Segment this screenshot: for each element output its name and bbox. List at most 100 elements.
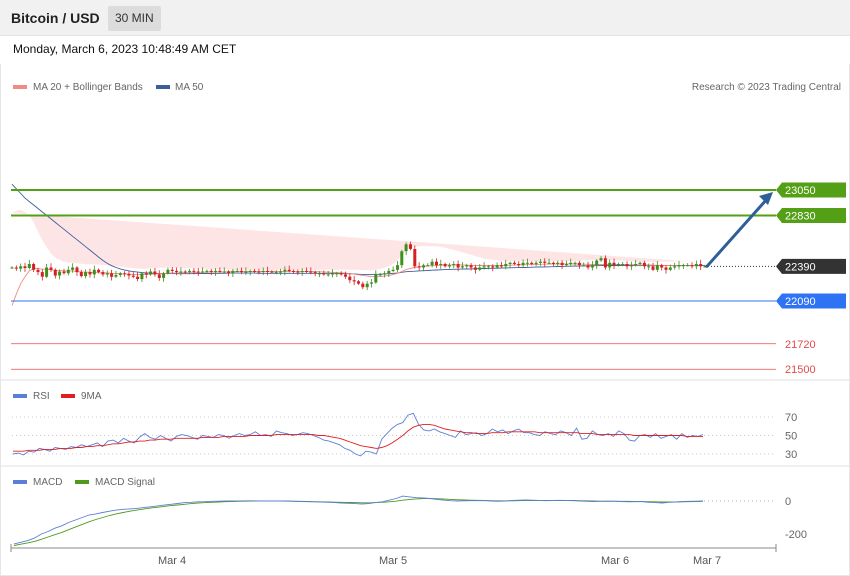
candle-body bbox=[543, 261, 547, 263]
candle-body bbox=[240, 270, 243, 273]
candle-body bbox=[525, 262, 529, 264]
candle-body bbox=[296, 271, 300, 273]
header-bar: Bitcoin / USD 30 MIN bbox=[0, 0, 850, 36]
x-tick-label: Mar 4 bbox=[158, 555, 186, 567]
candle-body bbox=[391, 269, 395, 271]
candle-body bbox=[599, 258, 603, 261]
candle-body bbox=[19, 266, 23, 269]
x-tick-label: Mar 7 bbox=[693, 555, 721, 567]
candle-body bbox=[244, 271, 248, 273]
level-label: 21720 bbox=[785, 339, 816, 351]
candle-body bbox=[499, 265, 503, 267]
forecast-arrow-head bbox=[759, 192, 773, 205]
candle-body bbox=[344, 274, 347, 277]
candle-body bbox=[66, 269, 70, 274]
rsi-ma-legend-label: 9MA bbox=[81, 391, 102, 402]
level-tag bbox=[776, 207, 846, 223]
candle-body bbox=[673, 266, 677, 268]
candle-body bbox=[426, 265, 430, 267]
candle-body bbox=[227, 271, 231, 274]
candle-body bbox=[435, 261, 438, 266]
candle-body bbox=[378, 274, 382, 276]
candle-body bbox=[97, 269, 101, 273]
level-label: 22390 bbox=[785, 261, 816, 273]
candle-body bbox=[495, 265, 499, 268]
candle-body bbox=[118, 273, 122, 275]
candle-body bbox=[270, 271, 274, 273]
macd-line bbox=[13, 495, 704, 545]
candle-body bbox=[547, 262, 551, 264]
candle-body bbox=[326, 274, 330, 276]
rsi-panel: 70 50 30 bbox=[12, 412, 797, 461]
candle-body bbox=[512, 262, 516, 264]
candle-body bbox=[422, 265, 425, 268]
candle-body bbox=[153, 271, 157, 275]
candle-body bbox=[305, 270, 308, 272]
candle-body bbox=[322, 273, 326, 275]
candle-body bbox=[660, 265, 664, 268]
rsi-level-label: 70 bbox=[785, 412, 797, 424]
candle-body bbox=[157, 274, 161, 278]
candle-body bbox=[569, 262, 573, 264]
candle-body bbox=[586, 265, 590, 268]
candle-body bbox=[283, 269, 287, 272]
candle-body bbox=[582, 265, 586, 267]
candle-body bbox=[331, 273, 334, 275]
candle-body bbox=[175, 270, 179, 273]
forecast-arrow-shaft bbox=[705, 197, 769, 268]
candle-body bbox=[699, 264, 703, 267]
candle-body bbox=[183, 271, 187, 273]
candle-body bbox=[231, 270, 235, 274]
bollinger-band bbox=[12, 209, 697, 271]
candle-body bbox=[681, 265, 685, 267]
candle-body bbox=[491, 266, 495, 268]
candle-body bbox=[413, 249, 417, 267]
ma50-legend-label: MA 50 bbox=[175, 82, 204, 93]
rsi-ma-legend-swatch bbox=[61, 394, 75, 398]
candle-body bbox=[10, 267, 14, 269]
candle-body bbox=[23, 266, 27, 268]
candle-body bbox=[209, 270, 213, 273]
candle-body bbox=[261, 270, 265, 273]
candle-body bbox=[608, 262, 612, 268]
candle-body bbox=[573, 262, 577, 264]
candle-body bbox=[114, 275, 118, 277]
rsi-level-label: 50 bbox=[785, 431, 797, 443]
candle-body bbox=[32, 264, 36, 270]
timeframe-badge[interactable]: 30 MIN bbox=[108, 6, 161, 31]
level-label: 22830 bbox=[785, 210, 816, 222]
candle-body bbox=[677, 265, 681, 267]
research-credit: Research © 2023 Trading Central bbox=[692, 82, 841, 93]
macd-legend-swatch bbox=[13, 480, 27, 484]
price-levels: 23050 22830 22390 22090 21720 21500 bbox=[11, 182, 846, 376]
candle-body bbox=[36, 269, 40, 273]
macd-tick-label: 0 bbox=[785, 496, 791, 508]
candle-body bbox=[222, 271, 226, 273]
candle-body bbox=[92, 269, 96, 275]
candle-body bbox=[612, 262, 616, 266]
candle-body bbox=[478, 267, 482, 270]
candle-body bbox=[482, 266, 486, 268]
candle-body bbox=[257, 271, 261, 273]
candle-body bbox=[131, 275, 135, 277]
macd-legend-label: MACD bbox=[33, 477, 62, 488]
candle-body bbox=[352, 280, 356, 282]
candle-body bbox=[40, 272, 44, 277]
candle-body bbox=[14, 267, 18, 269]
candle-body bbox=[439, 264, 443, 266]
candle-body bbox=[170, 269, 174, 271]
ma20-legend-swatch bbox=[13, 85, 27, 89]
candle-body bbox=[300, 270, 304, 273]
candle-body bbox=[75, 267, 79, 273]
level-tag bbox=[776, 182, 846, 198]
candle-body bbox=[443, 264, 447, 267]
candle-body bbox=[668, 267, 672, 270]
candle-body bbox=[447, 265, 451, 267]
candle-body bbox=[530, 262, 534, 264]
candle-body bbox=[162, 273, 166, 278]
candle-body bbox=[616, 264, 620, 266]
candle-body bbox=[486, 266, 490, 268]
candle-body bbox=[205, 270, 209, 272]
candle-body bbox=[430, 261, 434, 266]
